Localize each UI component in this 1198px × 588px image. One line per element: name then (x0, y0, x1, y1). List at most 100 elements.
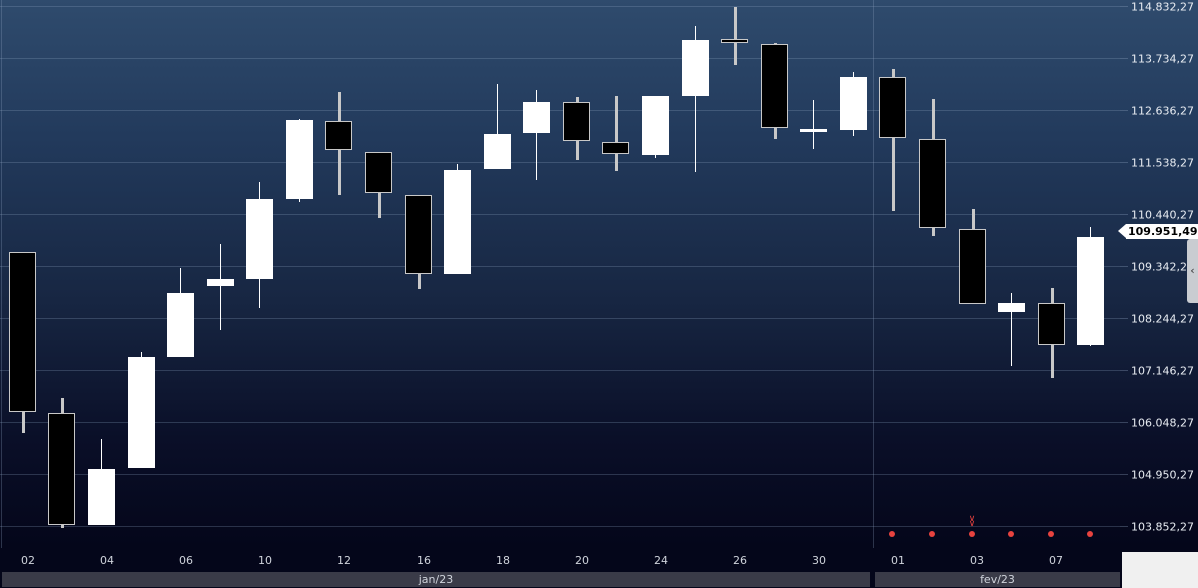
x-tick-label: 04 (100, 554, 114, 567)
x-tick-label: 10 (258, 554, 272, 567)
candle-up[interactable] (840, 77, 867, 130)
y-tick-label: 111.538,27 (1131, 156, 1194, 170)
candle-down[interactable] (1038, 303, 1065, 345)
candle-down[interactable] (761, 44, 788, 128)
gridline (0, 162, 1120, 163)
candle-up[interactable] (286, 120, 313, 199)
x-tick-label: 24 (654, 554, 668, 567)
axis-corner (1122, 552, 1198, 588)
candle-down[interactable] (563, 102, 590, 141)
candle-wick (497, 84, 498, 169)
chevron-left-icon: ‹ (1190, 264, 1195, 277)
y-tick-label: 108.244,27 (1131, 312, 1194, 326)
signal-dot-icon (889, 531, 895, 537)
candle-down[interactable] (48, 413, 75, 525)
signal-dot-icon (1087, 531, 1093, 537)
price-axis[interactable]: 114.832,27 113.734,27 112.636,27 111.538,27… (1120, 0, 1198, 548)
y-tick-mark (1120, 214, 1128, 215)
signal-dot-icon (1048, 531, 1054, 537)
candle-down[interactable] (721, 39, 748, 43)
y-tick-mark (1120, 58, 1128, 59)
y-tick-mark (1120, 474, 1128, 475)
y-tick-label: 106.048,27 (1131, 416, 1194, 430)
candle-wick (220, 244, 221, 330)
candle-down[interactable] (365, 152, 392, 193)
y-tick-mark (1120, 110, 1128, 111)
double-chevron-down-icon: ∨ ∨ (968, 514, 976, 529)
candle-wick (615, 96, 618, 171)
y-tick-mark (1120, 6, 1128, 7)
x-tick-label: 30 (812, 554, 826, 567)
candle-down[interactable] (405, 195, 432, 274)
candle-down[interactable] (9, 252, 36, 412)
x-tick-label: 20 (575, 554, 589, 567)
x-tick-label: 26 (733, 554, 747, 567)
gridline (0, 370, 1120, 371)
chart-plot-area[interactable] (0, 0, 1120, 548)
x-tick-label: 01 (891, 554, 905, 567)
y-tick-mark (1120, 422, 1128, 423)
gridline (0, 526, 1120, 527)
candle-down[interactable] (325, 121, 352, 150)
candle-wick (695, 26, 696, 172)
gridline (0, 474, 1120, 475)
gridline (0, 58, 1120, 59)
gridline (0, 422, 1120, 423)
period-label: fev/23 (875, 572, 1120, 587)
candle-up[interactable] (800, 129, 827, 132)
candle-down[interactable] (602, 142, 629, 154)
candle-up[interactable] (167, 293, 194, 357)
last-price-label: 109.951,49 (1118, 224, 1198, 239)
y-tick-mark (1120, 370, 1128, 371)
y-tick-label: 114.832,27 (1131, 0, 1194, 14)
candle-up[interactable] (484, 134, 511, 169)
x-tick-label: 18 (496, 554, 510, 567)
candle-wick (892, 69, 895, 211)
y-tick-label: 113.734,27 (1131, 52, 1194, 66)
gridline (0, 214, 1120, 215)
y-tick-mark (1120, 266, 1128, 267)
x-tick-label: 06 (179, 554, 193, 567)
y-tick-label: 104.950,27 (1131, 468, 1194, 482)
signal-dot-icon (1008, 531, 1014, 537)
candle-up[interactable] (246, 199, 273, 279)
y-tick-mark (1120, 162, 1128, 163)
y-tick-label: 110.440,27 (1131, 208, 1194, 222)
candle-down[interactable] (879, 77, 906, 138)
gridline (0, 110, 1120, 111)
x-tick-label: 16 (417, 554, 431, 567)
candle-up[interactable] (998, 303, 1025, 312)
candle-wick (1011, 293, 1012, 366)
candle-up[interactable] (207, 279, 234, 286)
candle-up[interactable] (88, 469, 115, 525)
candle-up[interactable] (444, 170, 471, 274)
y-tick-label: 112.636,27 (1131, 104, 1194, 118)
candle-down[interactable] (959, 229, 986, 304)
candle-up[interactable] (1077, 237, 1104, 345)
time-axis[interactable]: 02 04 06 10 12 16 18 20 24 26 30 01 03 07 (0, 548, 1120, 572)
gridline (0, 266, 1120, 267)
x-tick-label: 07 (1049, 554, 1063, 567)
x-tick-label: 02 (21, 554, 35, 567)
candle-wick (536, 90, 537, 180)
candle-up[interactable] (523, 102, 550, 133)
signal-dot-icon (969, 531, 975, 537)
candle-wick (734, 7, 737, 65)
period-separator (873, 0, 874, 548)
collapse-panel-button[interactable]: ‹ (1187, 239, 1198, 303)
signal-dot-icon (929, 531, 935, 537)
y-tick-mark (1120, 318, 1128, 319)
y-tick-label: 107.146,27 (1131, 364, 1194, 378)
candle-up[interactable] (128, 357, 155, 468)
candle-up[interactable] (642, 96, 669, 155)
candle-down[interactable] (919, 139, 946, 228)
y-tick-label: 109.342,27 (1131, 260, 1194, 274)
y-tick-mark (1120, 526, 1128, 527)
gridline (0, 318, 1120, 319)
candle-up[interactable] (682, 40, 709, 96)
candle-wick (813, 100, 814, 149)
y-tick-label: 103.852,27 (1131, 520, 1194, 534)
gridline (0, 6, 1120, 7)
x-tick-label: 03 (970, 554, 984, 567)
period-label: jan/23 (2, 572, 870, 587)
